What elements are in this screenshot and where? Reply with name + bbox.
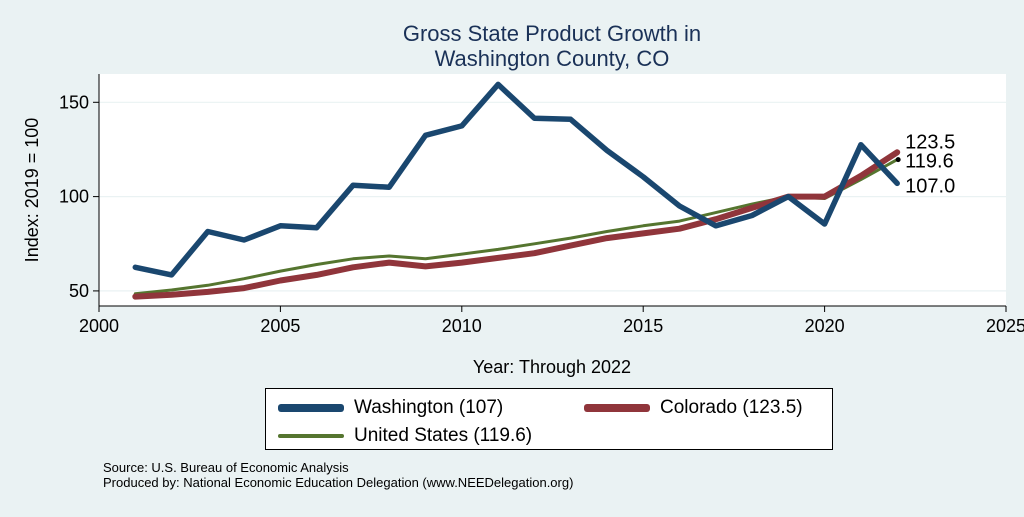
y-tick-label-150: 150 [59, 92, 89, 112]
y-axis-label: Index: 2019 = 100 [22, 118, 42, 263]
x-tick-label-2015: 2015 [623, 316, 663, 336]
x-tick-label-2020: 2020 [805, 316, 845, 336]
chart-title-line-2: Washington County, CO [435, 46, 670, 71]
x-tick-label-2000: 2000 [79, 316, 119, 336]
legend-label-colorado: Colorado (123.5) [660, 397, 803, 418]
legend: Washington (107) Colorado (123.5) United… [265, 388, 833, 450]
legend-swatch-washington [278, 404, 344, 412]
tick-layer: 50 100 150 2000 2005 2010 2015 2020 2025 [59, 92, 1024, 336]
end-label-colorado: 123.5 [905, 131, 955, 153]
legend-entry-united-states: United States (119.6) [278, 425, 532, 447]
legend-entry-colorado: Colorado (123.5) [584, 397, 803, 419]
end-label-washington: 107.0 [905, 175, 955, 197]
end-marker-united-states [895, 157, 901, 163]
source-note: Source: U.S. Bureau of Economic Analysis [103, 460, 349, 475]
legend-swatch-united-states [278, 434, 344, 438]
chart-title-line-1: Gross State Product Growth in [403, 21, 701, 46]
series-line-colorado [132, 149, 901, 300]
x-axis-label: Year: Through 2022 [473, 357, 631, 377]
y-tick-label-50: 50 [69, 281, 89, 301]
legend-entry-washington: Washington (107) [278, 397, 503, 419]
plot-area [99, 74, 1006, 306]
legend-swatch-colorado [584, 404, 650, 412]
x-tick-label-2005: 2005 [260, 316, 300, 336]
y-tick-label-100: 100 [59, 187, 89, 207]
legend-label-united-states: United States (119.6) [354, 425, 533, 446]
producer-note: Produced by: National Economic Education… [103, 475, 574, 490]
legend-label-washington: Washington (107) [354, 397, 504, 418]
series-line-washington [132, 81, 900, 278]
grid-layer [99, 101, 1006, 292]
end-label-united-states: 119.6 [905, 151, 954, 173]
x-tick-label-2025: 2025 [986, 316, 1024, 336]
x-tick-label-2010: 2010 [442, 316, 482, 336]
series-layer [132, 81, 901, 300]
